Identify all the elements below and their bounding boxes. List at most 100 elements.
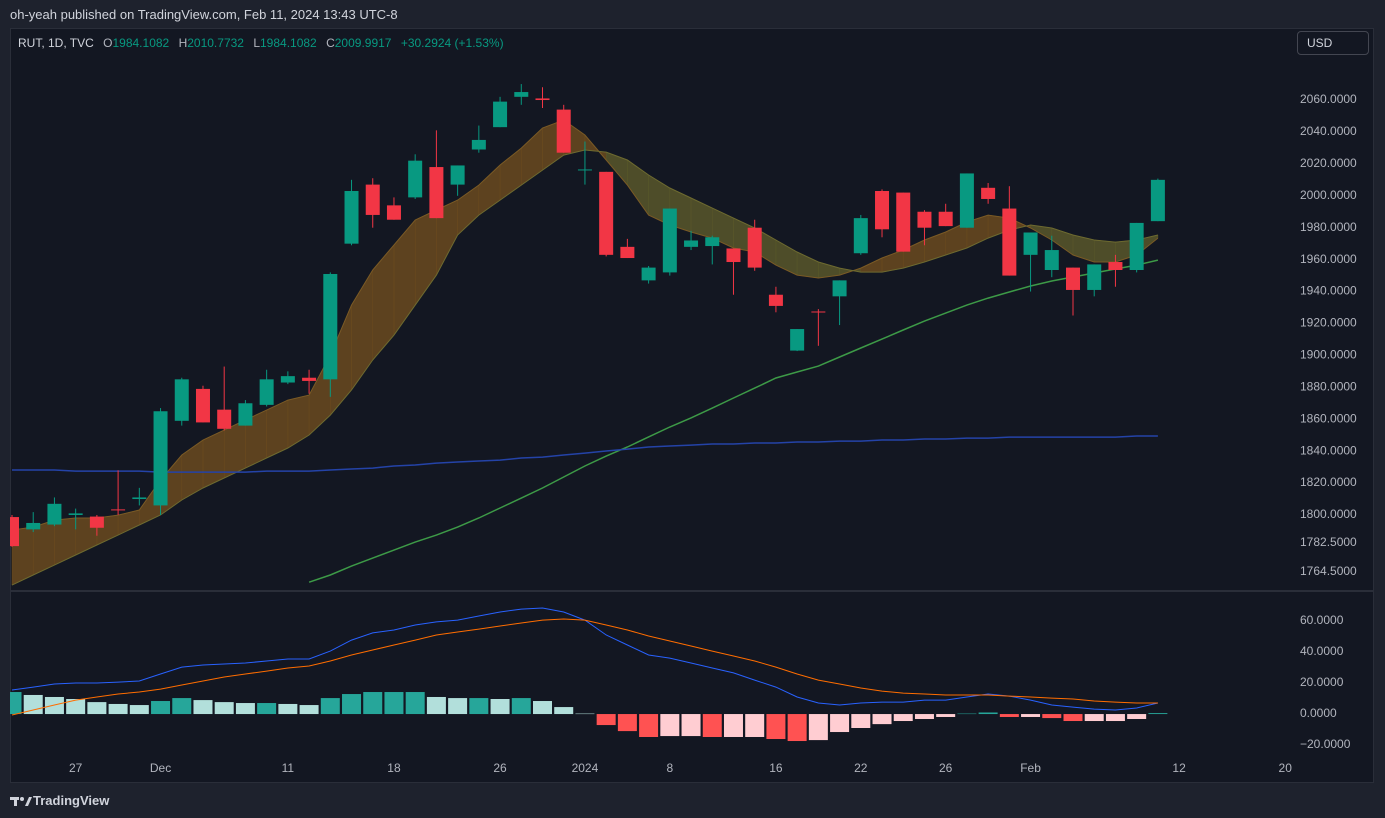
histogram-bar [957, 713, 977, 715]
x-tick-label: 8 [666, 761, 673, 775]
y-tick-label: 1820.0000 [1300, 475, 1357, 489]
y-tick-label: 1920.0000 [1300, 316, 1357, 330]
candle-body [174, 379, 189, 421]
histogram-bar [66, 699, 86, 715]
high-value: 2010.7732 [187, 36, 244, 50]
candle-body [1108, 262, 1123, 270]
histogram-bar [745, 714, 765, 737]
histogram-bar [766, 714, 786, 740]
histogram-bar [617, 714, 637, 732]
histogram-bar [999, 714, 1019, 717]
histogram-bar [1127, 714, 1147, 720]
candle-body [747, 227, 762, 268]
candle-body [153, 411, 168, 506]
histogram-bar [851, 714, 871, 729]
histogram-bar [129, 705, 149, 715]
candle-body [981, 187, 996, 199]
candle-body [68, 513, 83, 515]
candle-body [959, 173, 974, 228]
candle-body [599, 171, 614, 255]
candle-body [10, 517, 19, 547]
candle-body [577, 169, 592, 171]
candle-body [344, 190, 359, 244]
candle-body [811, 311, 826, 313]
histogram-bar [787, 714, 807, 742]
y-tick-label: 1860.0000 [1300, 411, 1357, 425]
candle-body [386, 205, 401, 220]
y-tick-label: 1880.0000 [1300, 379, 1357, 393]
low-value: 1984.1082 [260, 36, 317, 50]
histogram-bar [978, 712, 998, 715]
y-tick-label: 1782.5000 [1300, 535, 1357, 549]
histogram-bar [10, 692, 22, 715]
histogram-bar [363, 692, 383, 715]
histogram-bar [872, 714, 892, 725]
candle-body [620, 246, 635, 259]
y-tick-label: 1980.0000 [1300, 220, 1357, 234]
candle-body [853, 218, 868, 254]
candle-body [259, 379, 274, 405]
histogram-bar [681, 714, 701, 737]
x-tick-label: 2024 [572, 761, 599, 775]
y-tick-label: 1764.5000 [1300, 564, 1357, 578]
histogram-bar [596, 714, 616, 726]
y-tick-label: 40.0000 [1300, 644, 1344, 658]
histogram-bar [299, 705, 319, 715]
y-tick-label: 2000.0000 [1300, 188, 1357, 202]
histogram-bar [1063, 714, 1083, 722]
open-label: O [103, 36, 113, 50]
y-tick-label: 1900.0000 [1300, 348, 1357, 362]
candle-body [514, 92, 529, 97]
candle-body [1044, 250, 1059, 270]
ribbon-fill [1093, 239, 1116, 263]
histogram-bar [575, 713, 595, 715]
candle-body [641, 267, 656, 281]
y-tick-label: 2020.0000 [1300, 156, 1357, 170]
candle-body [302, 377, 317, 381]
candle-body [1066, 267, 1080, 290]
symbol-legend: RUT, 1D, TVC O1984.1082 H2010.7732 L1984… [18, 36, 504, 50]
candle-body [26, 522, 41, 530]
histogram-bar [151, 701, 171, 715]
y-tick-label: 60.0000 [1300, 613, 1344, 627]
line-series [11, 618, 1158, 716]
candle-body [429, 167, 444, 219]
candle-body [896, 192, 911, 252]
candle-body [195, 388, 210, 423]
histogram-bar [936, 714, 956, 717]
histogram-bar [1148, 713, 1168, 715]
candle-body [917, 211, 932, 228]
histogram-bar [384, 692, 404, 715]
candle-body [365, 184, 380, 215]
candle-body [1150, 179, 1165, 222]
histogram-bar [554, 707, 574, 715]
histogram-bar [893, 714, 913, 722]
candle-body [408, 160, 423, 198]
candle-body [1002, 208, 1017, 276]
histogram-bar [533, 701, 552, 715]
histogram-bar [1105, 714, 1125, 722]
histogram-bar [426, 696, 446, 715]
candle-body [238, 403, 253, 426]
histogram-bar [448, 698, 468, 715]
low-label: L [253, 36, 260, 50]
histogram-bar [257, 703, 277, 715]
y-tick-label: 20.0000 [1300, 675, 1344, 689]
histogram-bar [1021, 714, 1041, 717]
close-value: 2009.9917 [334, 36, 392, 50]
histogram-bar [320, 698, 340, 715]
histogram-bar [87, 702, 107, 715]
chart-frame [10, 28, 1374, 783]
candle-body [493, 101, 508, 128]
currency-button[interactable]: USD [1297, 31, 1369, 55]
histogram-bar [490, 699, 510, 715]
x-tick-label: 12 [1172, 761, 1186, 775]
y-tick-label: 1840.0000 [1300, 443, 1357, 457]
histogram-bar [660, 714, 680, 737]
candle-body [684, 240, 699, 247]
histogram-bar [1042, 714, 1062, 719]
histogram-bar [342, 694, 362, 715]
x-tick-label: 20 [1279, 761, 1293, 775]
